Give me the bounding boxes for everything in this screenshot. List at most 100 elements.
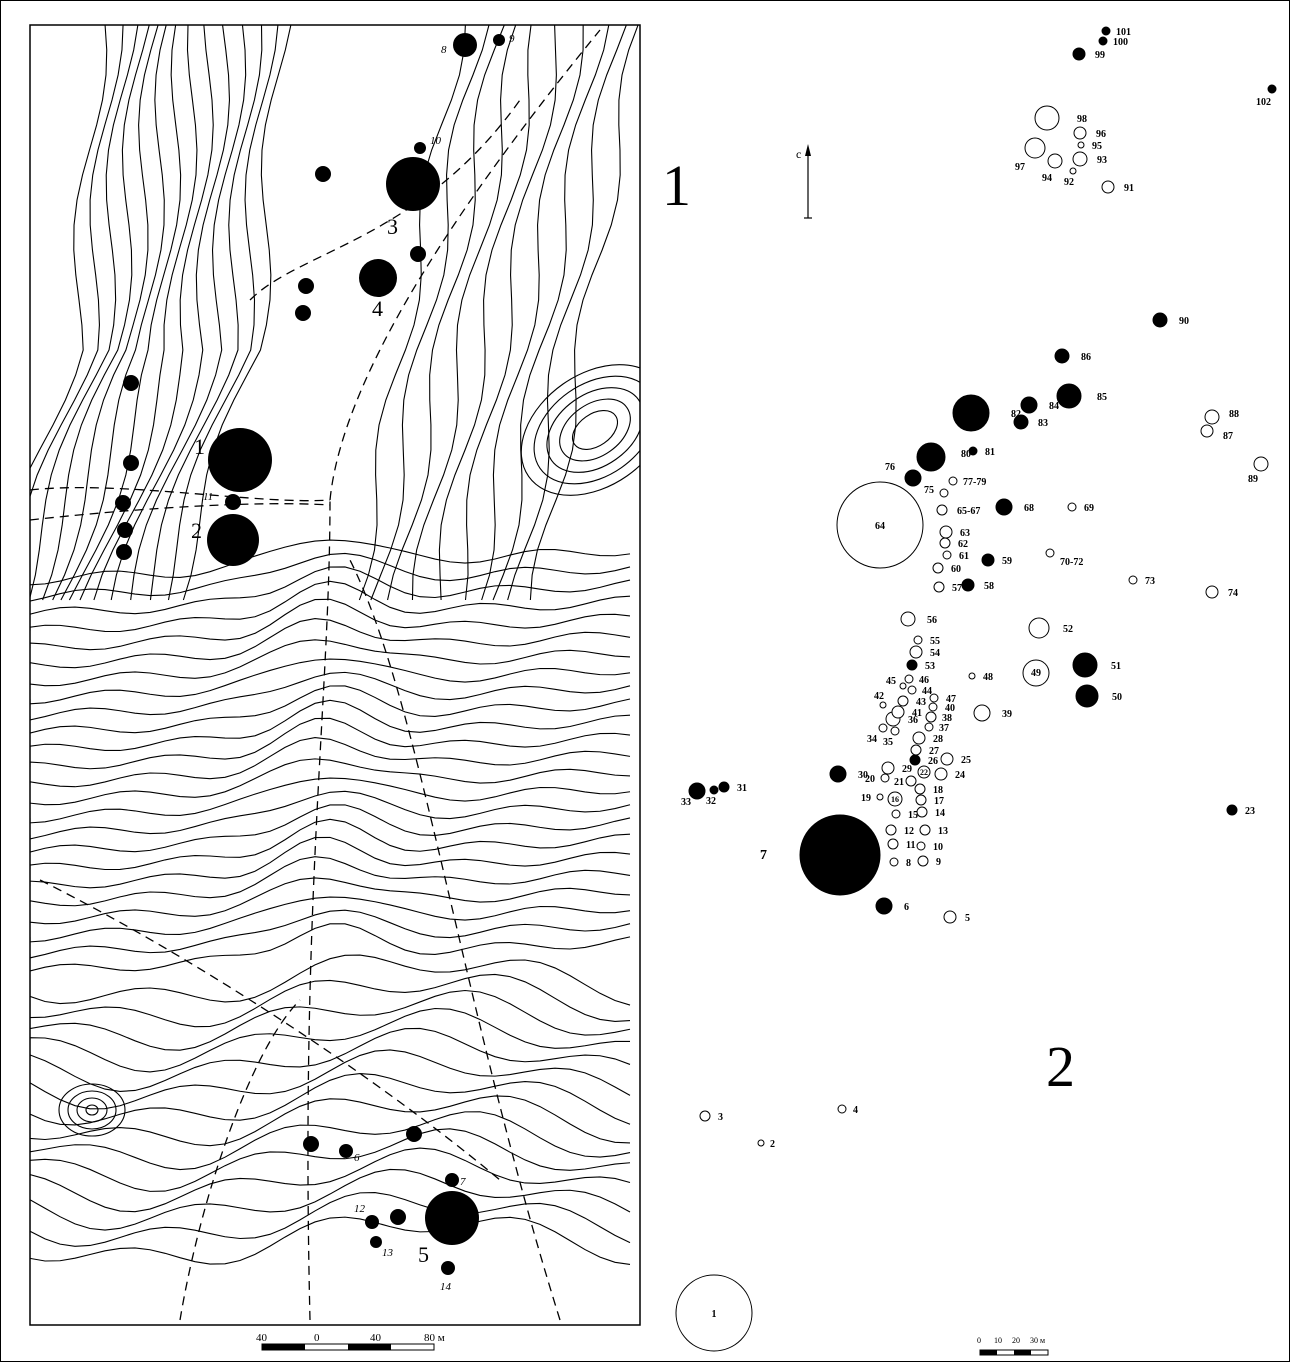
contour-line [358, 25, 466, 601]
mound-label: 75 [924, 485, 934, 496]
mound-50 [1075, 684, 1099, 708]
mound-label: 76 [885, 462, 895, 473]
mound-label: 52 [1063, 624, 1073, 635]
mound-label: 63 [960, 528, 970, 539]
mound-label: 97 [1015, 162, 1025, 173]
mound-8 [453, 33, 477, 57]
mound-label: 7 [460, 1176, 466, 1188]
mound-label: 18 [933, 785, 943, 796]
mound-label: 40 [945, 703, 955, 714]
contour-line [130, 25, 247, 601]
mound-label: 39 [1002, 709, 1012, 720]
dashed-contour [30, 486, 331, 502]
contour-line [30, 1192, 631, 1247]
contour-line [30, 1168, 631, 1231]
mound-label: 19 [861, 793, 871, 804]
contour-line [182, 25, 292, 601]
mound-77-79 [948, 476, 958, 486]
dashed-contour [329, 29, 601, 501]
mound-label: 96 [1096, 129, 1106, 140]
mound-label: 33 [681, 797, 691, 808]
mound-label: 5 [418, 1242, 429, 1267]
mound-5 [425, 1191, 479, 1245]
mound-label: 102 [1256, 97, 1271, 108]
contour-line [30, 539, 631, 586]
mound-label: 2 [191, 518, 202, 543]
mound-label: 5 [965, 913, 970, 924]
mound-label: 95 [1092, 141, 1102, 152]
mound-label: 10 [933, 842, 943, 853]
mound-label: 42 [874, 691, 884, 702]
mound-76 [904, 469, 922, 487]
contour-line [387, 25, 505, 601]
mound-4 [359, 259, 397, 297]
mound-label: 90 [1179, 316, 1189, 327]
mound-53 [906, 659, 918, 671]
mound-label: 12 [354, 1203, 366, 1215]
contour-line [52, 25, 159, 601]
mound-unnumbered [390, 1209, 406, 1225]
mound-96 [1073, 126, 1087, 140]
contour-line [30, 25, 124, 499]
contour-line [30, 856, 631, 907]
mound-86 [1054, 348, 1070, 364]
mound-22 [917, 765, 931, 779]
mound-label: 15 [908, 810, 918, 821]
contour-line [30, 923, 631, 972]
mound-56 [900, 611, 916, 627]
mound-unnumbered [303, 1136, 319, 1152]
mound-3 [699, 1110, 711, 1122]
mound-label: 64 [875, 521, 885, 532]
map2-scale-tick: 0 [977, 1336, 981, 1345]
mound-label: 2 [770, 1139, 775, 1150]
mound-unnumbered [298, 278, 314, 294]
dashed-contour [349, 559, 561, 1321]
mound-label: 56 [927, 615, 937, 626]
mound-label: 51 [1111, 661, 1121, 672]
mound-unnumbered [295, 305, 311, 321]
mound-label: 16 [891, 795, 899, 804]
mound-2 [207, 514, 259, 566]
contour-line [30, 1007, 631, 1073]
contour-line [30, 896, 631, 943]
mound-label: 7 [760, 848, 767, 863]
mound-label: 4 [372, 296, 383, 321]
mound-42 [879, 701, 887, 709]
mound-label: 58 [984, 581, 994, 592]
mound-label: 73 [1145, 576, 1155, 587]
contour-line [85, 1104, 99, 1116]
mound-label: 49 [1031, 668, 1041, 679]
contour-line [507, 25, 627, 601]
mound-65-67 [936, 504, 948, 516]
mound-18 [914, 783, 926, 795]
mound-91 [1101, 180, 1115, 194]
mound-label: 86 [1081, 352, 1091, 363]
mound-39 [973, 704, 991, 722]
mound-12 [365, 1215, 379, 1229]
contour-line [30, 954, 631, 1006]
contour-line [67, 1090, 117, 1130]
mound-3 [386, 157, 440, 211]
contour-line [30, 790, 631, 840]
mound-47 [929, 693, 939, 703]
mound-label: 60 [951, 564, 961, 575]
mound-6 [875, 897, 893, 915]
contour-line [30, 909, 631, 959]
mound-37 [924, 722, 934, 732]
mound-label: 89 [1248, 474, 1258, 485]
mound-25 [940, 752, 954, 766]
mound-label: 62 [958, 539, 968, 550]
mound-43 [897, 695, 909, 707]
mound-44 [907, 685, 917, 695]
mound-58 [961, 578, 975, 592]
contour-line [30, 25, 139, 600]
mound-unnumbered [123, 375, 139, 391]
mound-93 [1072, 151, 1088, 167]
mound-99 [1072, 47, 1086, 61]
contour-line [167, 25, 279, 601]
mound-28 [912, 731, 926, 745]
